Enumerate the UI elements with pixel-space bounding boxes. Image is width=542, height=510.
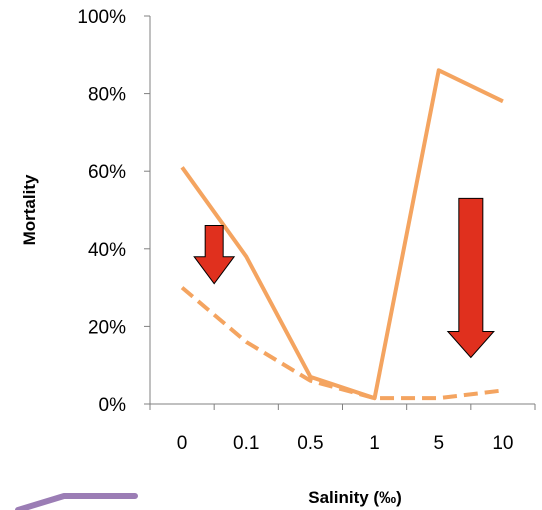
y-tick-label: 80% bbox=[88, 85, 126, 106]
y-tick-label: 60% bbox=[88, 162, 126, 183]
x-tick-label: 0.1 bbox=[233, 433, 259, 454]
axes: 0% 20% 40% 60% 80% 100% 0 0.1 0.5 1 5 10 bbox=[77, 7, 536, 454]
x-tick-label: 10 bbox=[492, 433, 513, 454]
down-arrow-icon bbox=[446, 197, 495, 359]
solid-series-line bbox=[180, 68, 504, 401]
dashed-series-line bbox=[180, 286, 504, 401]
down-arrow-icon bbox=[193, 225, 236, 285]
annotations bbox=[193, 197, 495, 359]
decorative-connector bbox=[15, 493, 138, 510]
x-tick-label: 0.5 bbox=[297, 433, 323, 454]
series-lines bbox=[180, 68, 504, 401]
x-tick-label: 0 bbox=[177, 433, 188, 454]
y-tick-label: 0% bbox=[99, 395, 127, 416]
y-tick-label: 40% bbox=[88, 240, 126, 261]
y-tick-label: 20% bbox=[88, 317, 126, 338]
x-tick-label: 5 bbox=[433, 433, 444, 454]
y-axis-title: Mortality bbox=[20, 174, 39, 245]
y-tick-label: 100% bbox=[77, 7, 126, 28]
x-tick-label: 1 bbox=[369, 433, 380, 454]
x-axis-title: Salinity (‰) bbox=[308, 488, 402, 507]
